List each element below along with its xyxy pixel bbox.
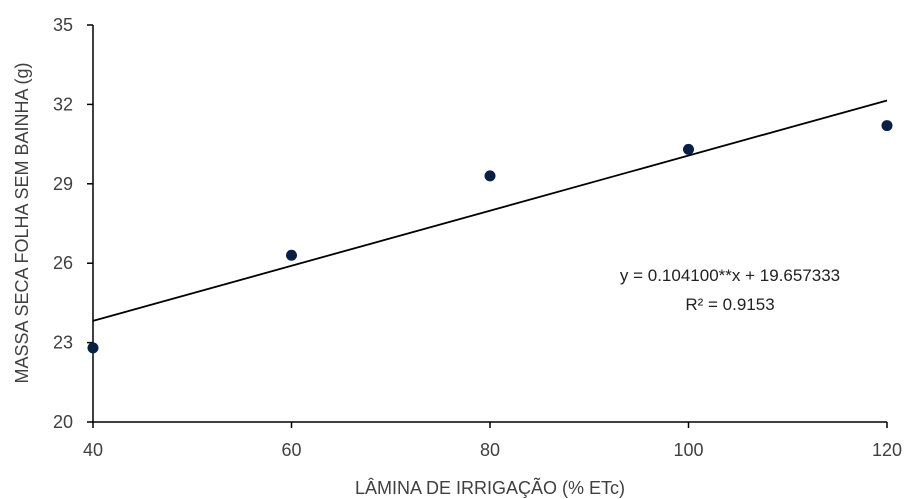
y-tick-label: 32: [53, 94, 73, 114]
data-point: [286, 249, 297, 261]
x-tick-label: 40: [83, 440, 103, 460]
data-points: [87, 120, 893, 354]
y-tick-label: 35: [53, 15, 73, 35]
x-tick-label: 120: [872, 440, 902, 460]
trend-equation: y = 0.104100**x + 19.657333: [620, 266, 840, 285]
y-axis-ticks: 20 23 26 29 32 35: [53, 15, 93, 432]
data-point: [484, 170, 496, 182]
x-tick-label: 60: [281, 440, 301, 460]
r-squared-label: R² = 0.9153: [685, 295, 774, 314]
y-tick-label: 20: [53, 412, 73, 432]
x-axis-title: LÂMINA DE IRRIGAÇÃO (% ETc): [355, 477, 625, 498]
trendline: [92, 99, 888, 322]
x-tick-label: 80: [480, 440, 500, 460]
data-point: [683, 143, 694, 155]
x-axis-ticks: 40 60 80 100 120: [83, 422, 902, 460]
data-point: [87, 342, 99, 354]
y-tick-label: 29: [53, 174, 73, 194]
x-tick-label: 100: [673, 440, 703, 460]
y-tick-label: 26: [53, 253, 73, 273]
data-point: [881, 120, 893, 132]
y-tick-label: 23: [53, 333, 73, 353]
y-axis-title: MASSA SECA FOLHA SEM BAINHA (g): [12, 62, 32, 383]
